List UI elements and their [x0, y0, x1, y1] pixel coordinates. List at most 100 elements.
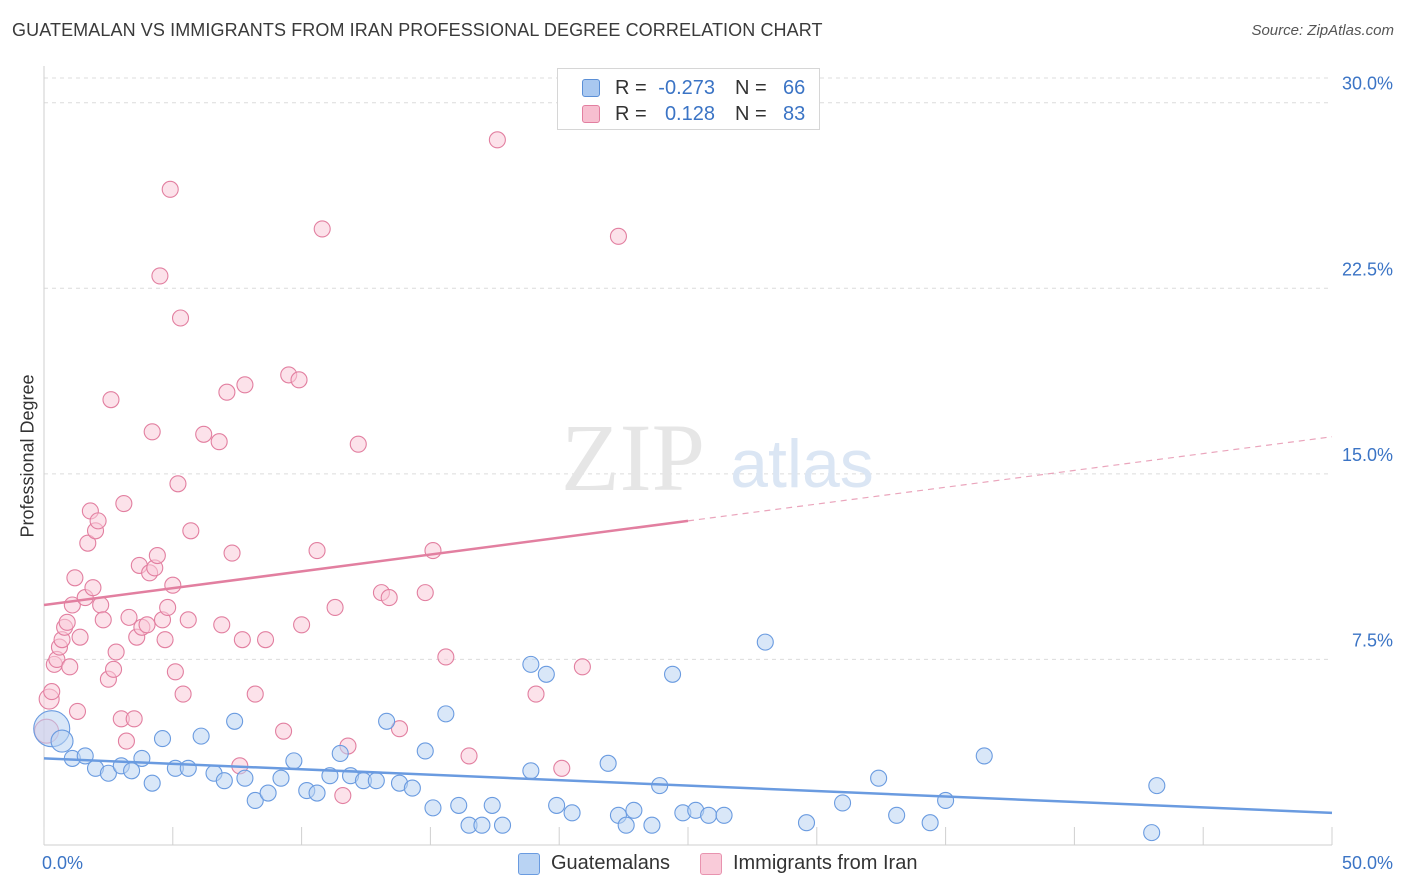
data-point	[107, 643, 125, 661]
data-point	[888, 806, 906, 824]
watermark-atlas: atlas	[730, 426, 874, 502]
y-tick-label: 22.5%	[1342, 259, 1393, 279]
data-point	[460, 747, 478, 765]
data-point	[195, 425, 213, 443]
data-point	[313, 220, 331, 238]
data-point	[125, 710, 143, 728]
data-point	[1143, 824, 1161, 842]
legend-row-guatemalans: R = -0.273 N = 66	[582, 75, 805, 101]
data-point	[102, 391, 120, 409]
data-point	[326, 598, 344, 617]
data-point	[378, 712, 396, 730]
x-tick-label: 0.0%	[42, 853, 83, 873]
legend-swatch-guatemalans	[518, 852, 540, 875]
data-point	[937, 791, 955, 810]
legend-n-value: 66	[783, 76, 806, 99]
data-point	[290, 371, 308, 389]
gridlines	[44, 77, 1332, 660]
data-point	[331, 744, 349, 763]
legend-r-value: -0.273	[658, 76, 715, 99]
data-point	[213, 616, 231, 634]
data-point	[71, 628, 89, 646]
legend-label-guatemalans: Guatemalans	[551, 852, 670, 874]
trend-lines	[43, 436, 1333, 815]
data-point	[246, 685, 264, 703]
data-point	[58, 613, 76, 631]
data-point	[573, 658, 591, 676]
series-legend: Guatemalans Immigrants from Iran	[518, 852, 947, 875]
data-point	[416, 584, 434, 602]
data-point	[179, 759, 197, 777]
data-point	[553, 759, 571, 777]
watermark-zip: ZIP	[561, 404, 705, 511]
data-point	[192, 727, 210, 745]
data-point	[308, 542, 326, 560]
legend-n-label: N =	[735, 76, 767, 99]
data-point	[563, 804, 581, 822]
data-point	[156, 631, 174, 649]
data-point	[522, 762, 540, 780]
legend-n-label: N =	[735, 102, 767, 125]
data-point	[236, 769, 254, 787]
data-point	[66, 569, 84, 587]
series-iran-points	[34, 131, 627, 805]
data-point	[308, 784, 326, 802]
data-point	[117, 732, 135, 750]
legend-r-value: 0.128	[664, 102, 715, 125]
data-point	[226, 712, 244, 730]
data-point	[437, 648, 455, 666]
data-point	[403, 779, 421, 797]
legend-label-iran: Immigrants from Iran	[732, 852, 918, 874]
legend-n-value: 83	[783, 102, 806, 125]
data-point	[599, 754, 617, 772]
data-point	[334, 786, 352, 805]
data-point	[79, 534, 97, 552]
trend-line	[43, 519, 689, 607]
data-point	[625, 801, 643, 819]
x-tick-label: 50.0%	[1342, 853, 1393, 873]
data-point	[450, 796, 468, 814]
data-point	[275, 722, 293, 740]
data-point	[43, 683, 61, 701]
trend-line-extension	[687, 436, 1333, 522]
data-point	[215, 772, 233, 790]
data-point	[488, 131, 506, 149]
legend-item-guatemalans[interactable]: Guatemalans	[518, 852, 670, 875]
data-point	[148, 546, 166, 565]
data-point	[1148, 777, 1166, 795]
correlation-legend: R = -0.273 N = 66 R = 0.128 N = 83	[557, 68, 820, 130]
data-point	[174, 685, 192, 703]
data-point	[663, 665, 682, 683]
tick-labels: 7.5% 15.0% 22.5% 30.0% 0.0% 50.0%	[42, 74, 1393, 873]
series-guatemalans-points	[33, 633, 1166, 842]
data-point	[522, 655, 540, 673]
data-point	[609, 227, 627, 245]
data-point	[94, 611, 112, 629]
data-point	[151, 267, 169, 285]
data-point	[527, 685, 545, 703]
data-point	[84, 579, 102, 597]
data-point	[416, 742, 434, 760]
legend-row-iran: R = 0.128 N = 83	[582, 101, 805, 127]
data-point	[236, 376, 254, 394]
data-point	[143, 774, 161, 792]
data-point	[89, 512, 107, 530]
data-point	[493, 816, 512, 834]
data-point	[256, 631, 275, 649]
data-point	[367, 772, 385, 790]
data-point	[921, 814, 939, 832]
data-point	[105, 660, 123, 678]
data-point	[834, 794, 852, 812]
data-point	[218, 383, 236, 401]
legend-item-iran[interactable]: Immigrants from Iran	[699, 852, 918, 875]
data-point	[143, 423, 161, 441]
y-tick-label: 30.0%	[1342, 74, 1393, 94]
trend-line	[43, 757, 1333, 815]
y-axis-label: Professional Degree	[17, 374, 38, 538]
data-point	[138, 616, 156, 634]
data-point	[171, 309, 190, 327]
legend-swatch-guatemalans	[582, 79, 600, 97]
legend-r-label: R =	[615, 102, 647, 125]
data-point	[483, 796, 501, 814]
data-point	[797, 814, 816, 832]
